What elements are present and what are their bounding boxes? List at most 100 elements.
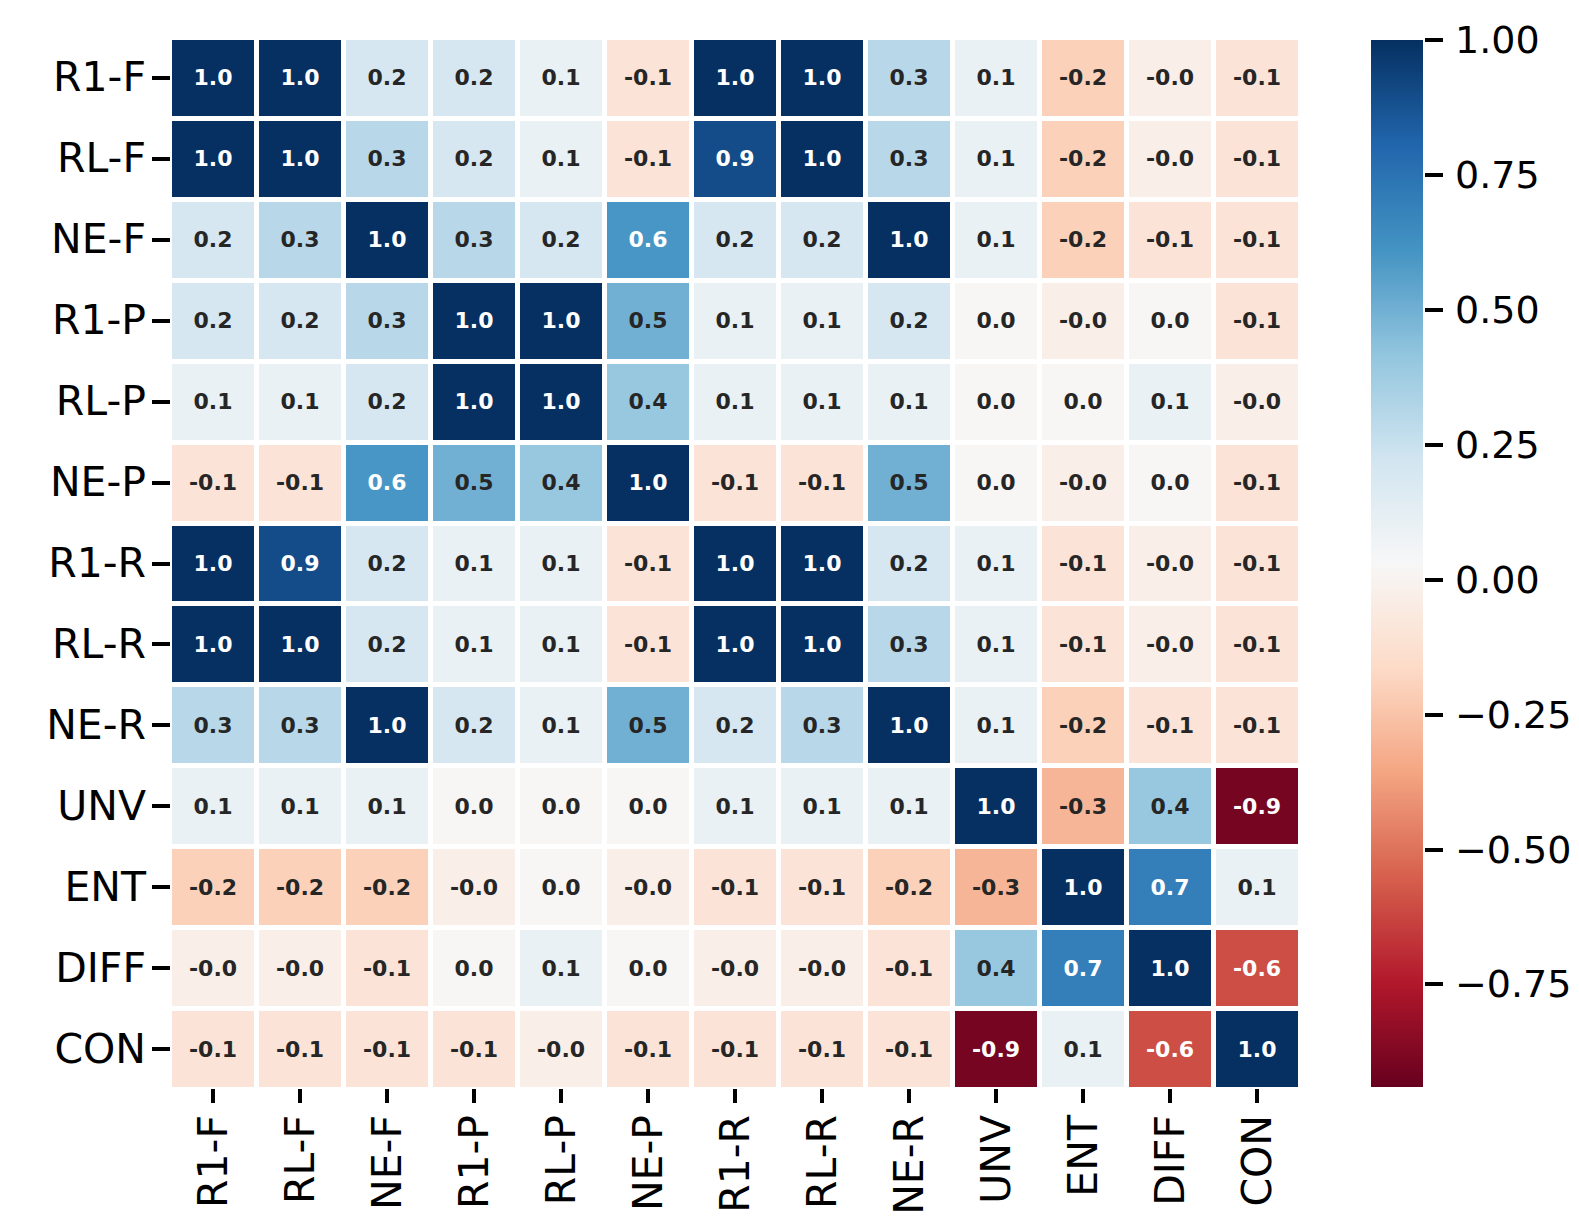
y-tick-mark — [152, 76, 170, 80]
heatmap-cell: 0.1 — [955, 606, 1037, 682]
x-tick-label: RL-R — [802, 1115, 843, 1209]
heatmap-cell: -0.1 — [607, 1011, 689, 1087]
heatmap-cell: 0.1 — [520, 687, 602, 763]
heatmap-cell: 0.6 — [346, 445, 428, 521]
heatmap-cell: 0.5 — [433, 445, 515, 521]
y-tick-label: RL-P — [0, 364, 146, 440]
heatmap-cell: 0.4 — [520, 445, 602, 521]
y-tick-label: R1-P — [0, 283, 146, 359]
colorbar-tick-mark — [1425, 443, 1443, 447]
heatmap-cell: -0.1 — [607, 121, 689, 197]
colorbar-tick-label: 1.00 — [1455, 21, 1540, 59]
heatmap-cell: -0.0 — [1129, 121, 1211, 197]
heatmap-cell: 1.0 — [607, 445, 689, 521]
heatmap-cell: 1.0 — [694, 606, 776, 682]
heatmap-cell: 0.3 — [259, 202, 341, 278]
heatmap-cell: -0.0 — [607, 849, 689, 925]
y-tick-label: CON — [0, 1011, 146, 1087]
heatmap-cell: 1.0 — [1042, 849, 1124, 925]
colorbar-tick-label: −0.25 — [1455, 696, 1571, 734]
heatmap-cell: 0.2 — [259, 283, 341, 359]
y-tick-label: RL-R — [0, 606, 146, 682]
x-tick-label: UNV — [976, 1115, 1017, 1204]
colorbar-tick-mark — [1425, 173, 1443, 177]
heatmap-cell: 1.0 — [781, 526, 863, 602]
colorbar-tick-mark — [1425, 848, 1443, 852]
heatmap-cell: 1.0 — [868, 687, 950, 763]
y-tick-mark — [152, 885, 170, 889]
x-tick-label: RL-P — [541, 1115, 582, 1205]
heatmap-cell: 0.2 — [781, 202, 863, 278]
heatmap-cell: 0.2 — [346, 40, 428, 116]
heatmap-cell: -0.1 — [1216, 283, 1298, 359]
heatmap-cell: 1.0 — [1216, 1011, 1298, 1087]
heatmap-cell: 1.0 — [172, 606, 254, 682]
heatmap-cell: -0.0 — [259, 930, 341, 1006]
heatmap-cell: 0.1 — [259, 768, 341, 844]
heatmap-cell: -0.1 — [1216, 445, 1298, 521]
heatmap-cell: 0.2 — [433, 687, 515, 763]
heatmap-cell: 0.2 — [694, 202, 776, 278]
heatmap-cell: 0.1 — [955, 687, 1037, 763]
colorbar-tick-label: 0.25 — [1455, 426, 1540, 464]
heatmap-cell: -0.2 — [259, 849, 341, 925]
heatmap-cell: 0.9 — [259, 526, 341, 602]
heatmap-cell: -0.0 — [781, 930, 863, 1006]
x-tick-label: ENT — [1063, 1115, 1104, 1197]
heatmap-cell: 0.1 — [868, 364, 950, 440]
heatmap-cell: 0.3 — [781, 687, 863, 763]
heatmap-cell: 0.0 — [955, 445, 1037, 521]
heatmap-cell: 0.1 — [172, 364, 254, 440]
heatmap-cell: -0.1 — [259, 1011, 341, 1087]
heatmap-cell: 0.3 — [868, 40, 950, 116]
x-tick-label: NE-F — [367, 1115, 408, 1210]
x-tick-label: R1-F — [193, 1115, 234, 1208]
colorbar-tick-label: −0.50 — [1455, 831, 1571, 869]
heatmap-cell: 0.2 — [433, 40, 515, 116]
heatmap-cell: -0.3 — [1042, 768, 1124, 844]
x-tick-label: CON — [1237, 1115, 1278, 1207]
heatmap-cell: 0.3 — [346, 283, 428, 359]
heatmap-cell: -0.1 — [694, 445, 776, 521]
heatmap-cell: 0.1 — [868, 768, 950, 844]
heatmap-cell: 0.9 — [694, 121, 776, 197]
heatmap-cell: -0.1 — [1042, 606, 1124, 682]
x-tick-mark — [733, 1089, 737, 1103]
heatmap-cell: -0.1 — [1129, 687, 1211, 763]
heatmap-cell: 0.2 — [172, 202, 254, 278]
heatmap-cell: 0.7 — [1042, 930, 1124, 1006]
heatmap-cell: -0.0 — [433, 849, 515, 925]
heatmap-cell: 0.1 — [955, 40, 1037, 116]
heatmap-cell: -0.9 — [955, 1011, 1037, 1087]
colorbar-tick-mark — [1425, 578, 1443, 582]
heatmap-cell: -0.6 — [1216, 930, 1298, 1006]
x-tick-mark — [1168, 1089, 1172, 1103]
heatmap-cell: -0.1 — [781, 445, 863, 521]
heatmap-cell: -0.1 — [1216, 202, 1298, 278]
heatmap-cell: 0.0 — [955, 283, 1037, 359]
heatmap-cell: 1.0 — [868, 202, 950, 278]
heatmap-cell: 0.1 — [1042, 1011, 1124, 1087]
x-tick-label: R1-P — [454, 1115, 495, 1209]
heatmap-cell: 0.2 — [868, 526, 950, 602]
heatmap-cell: -0.0 — [520, 1011, 602, 1087]
y-tick-label: RL-F — [0, 121, 146, 197]
heatmap-cell: 1.0 — [955, 768, 1037, 844]
colorbar-tick-mark — [1425, 982, 1443, 986]
heatmap-cell: 0.5 — [868, 445, 950, 521]
heatmap-cell: -0.2 — [172, 849, 254, 925]
x-tick-mark — [298, 1089, 302, 1103]
heatmap-cell: 0.0 — [607, 768, 689, 844]
heatmap-cell: 1.0 — [259, 121, 341, 197]
heatmap-cell: 0.1 — [781, 364, 863, 440]
heatmap-cell: -0.1 — [694, 849, 776, 925]
heatmap-cell: -0.1 — [607, 40, 689, 116]
heatmap-cell: -0.0 — [694, 930, 776, 1006]
colorbar-tick-mark — [1425, 308, 1443, 312]
y-tick-mark — [152, 723, 170, 727]
heatmap-cell: 0.2 — [520, 202, 602, 278]
heatmap-cell: -0.6 — [1129, 1011, 1211, 1087]
heatmap-cell: -0.0 — [1129, 40, 1211, 116]
heatmap-cell: 0.2 — [172, 283, 254, 359]
x-tick-label: NE-R — [889, 1115, 930, 1215]
